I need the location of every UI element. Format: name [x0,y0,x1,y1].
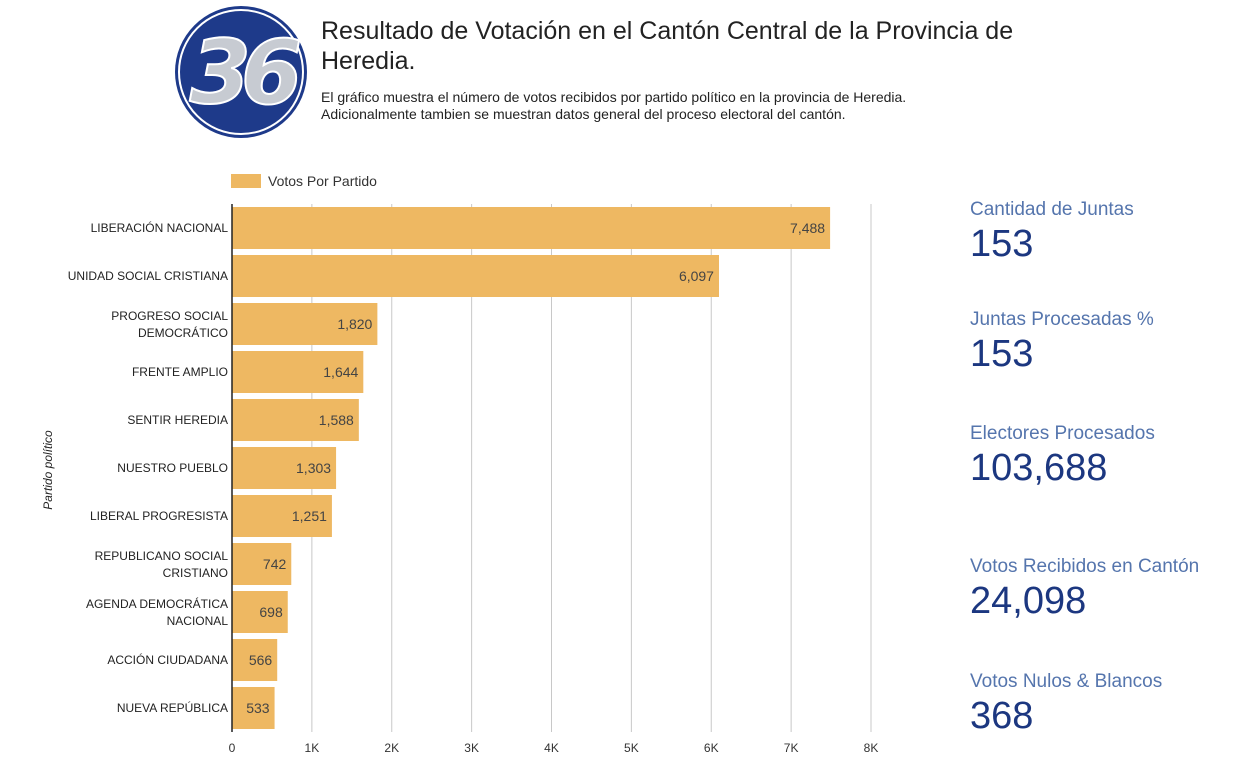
x-tick-label: 1K [305,741,320,755]
subtitle-line-1: El gráfico muestra el número de votos re… [321,89,907,105]
legend-label: Votos Por Partido [268,173,377,189]
x-tick-label: 8K [864,741,879,755]
bar [232,351,364,393]
stat-juntas-procesadas: Juntas Procesadas % 153 [970,309,1240,375]
bar [232,687,275,729]
stat-votos-nulos: Votos Nulos & Blancos 368 [970,671,1240,737]
stat-value: 153 [970,333,1034,375]
bar [232,447,337,489]
bar-value-label: 698 [259,604,283,620]
category-label: SENTIR HEREDIA [127,413,228,427]
bar [232,255,719,297]
stat-value: 103,688 [970,447,1108,489]
x-tick-label: 5K [624,741,639,755]
stat-value: 153 [970,223,1034,265]
stat-label: Electores Procesados [970,423,1155,444]
bar [232,639,278,681]
category-label: ACCIÓN CIUDADANA [107,652,228,667]
category-label: NUESTRO PUEBLO [117,461,228,475]
bar [232,495,332,537]
bar [232,591,288,633]
bar-value-label: 1,303 [296,460,331,476]
chart-legend: Votos Por Partido [231,173,377,189]
category-label: PROGRESO SOCIAL [111,309,228,323]
x-tick-label: 0 [229,741,236,755]
category-label: REPUBLICANO SOCIAL [95,549,229,563]
legend-swatch [231,174,261,188]
x-tick-label: 2K [384,741,399,755]
bar-value-label: 7,488 [790,220,825,236]
bar-value-label: 533 [246,700,270,716]
stat-label: Votos Recibidos en Cantón [970,556,1200,577]
bar-value-label: 1,588 [319,412,354,428]
subtitle-line-2: Adicionalmente tambien se muestran datos… [321,106,846,122]
bar [232,303,378,345]
category-label: AGENDA DEMOCRÁTICA [86,596,228,611]
bar [232,543,292,585]
stat-label: Votos Nulos & Blancos [970,671,1163,692]
bar-value-label: 566 [249,652,273,668]
category-label: NACIONAL [167,614,229,628]
channel-36-logo: 36 [175,6,308,138]
x-tick-label: 6K [704,741,719,755]
bar-value-label: 1,251 [292,508,327,524]
stat-value: 24,098 [970,580,1087,622]
stat-electores-procesados: Electores Procesados 103,688 [970,423,1240,489]
bar-chart: 0 1K 2K 3K 4K 5K 6K 7K 8K 7,488 LIBERACIÓN NACIONA… [68,204,879,755]
x-tick-label: 3K [464,741,479,755]
category-label: DEMOCRÁTICO [138,325,228,340]
stat-cantidad-juntas: Cantidad de Juntas 153 [970,199,1240,265]
category-label: NUEVA REPÚBLICA [117,700,228,715]
page-title: Resultado de Votación en el Cantón Centr… [321,17,1014,75]
bar-value-label: 742 [263,556,287,572]
bar-value-label: 1,820 [337,316,372,332]
page-subtitle: El gráfico muestra el número de votos re… [321,89,1081,123]
category-label: LIBERACIÓN NACIONAL [91,220,229,235]
x-tick-label: 4K [544,741,559,755]
category-label: FRENTE AMPLIO [132,365,228,379]
stat-label: Cantidad de Juntas [970,199,1134,220]
category-label: CRISTIANO [163,566,228,580]
stat-label: Juntas Procesadas % [970,309,1154,330]
bar-value-label: 6,097 [679,268,714,284]
category-label: UNIDAD SOCIAL CRISTIANA [68,269,228,283]
stat-value: 368 [970,695,1034,737]
category-label: LIBERAL PROGRESISTA [90,509,228,523]
stat-votos-recibidos: Votos Recibidos en Cantón 24,098 [970,556,1240,622]
x-tick-label: 7K [784,741,799,755]
logo-text: 36 [190,21,300,124]
bar-value-label: 1,644 [323,364,358,380]
bar [232,399,359,441]
bar [232,207,831,249]
